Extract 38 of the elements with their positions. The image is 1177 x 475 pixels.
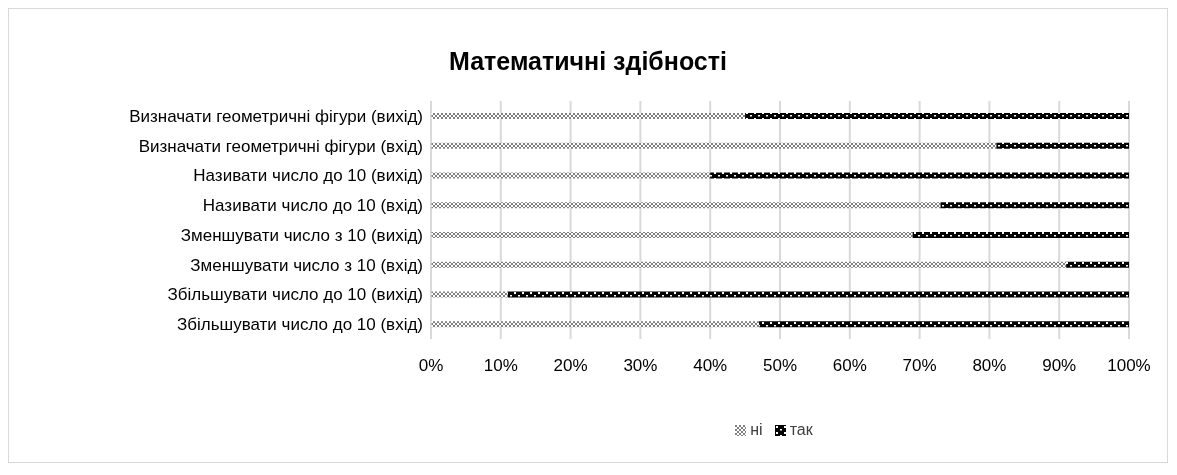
y-tick-label: Називати число до 10 (вхід): [202, 196, 423, 216]
bar: [431, 321, 760, 328]
bar: [759, 321, 1129, 328]
bar: [431, 172, 711, 179]
bar: [940, 202, 1129, 209]
x-tick-label: 90%: [1042, 356, 1077, 376]
legend-label: так: [788, 421, 813, 439]
y-tick-label: Називати число до 10 (вихід): [193, 166, 423, 186]
bar: [431, 291, 508, 298]
x-tick-label: 50%: [762, 356, 798, 376]
x-tick-label: 20%: [553, 356, 588, 376]
bar: [912, 231, 1129, 238]
chart-title: Математичні здібності: [448, 47, 728, 76]
bar: [431, 112, 746, 119]
x-tick-label: 60%: [832, 356, 867, 376]
x-tick-label: 30%: [623, 356, 658, 376]
x-tick-label: 40%: [693, 356, 728, 376]
x-tick-label: 70%: [902, 356, 937, 376]
bar: [745, 112, 1129, 119]
legend-label: ні: [749, 421, 763, 439]
bar: [431, 231, 913, 238]
y-tick-label: Визначати геометричні фігури (вхід): [138, 136, 423, 156]
y-tick-label: Збільшувати число до 10 (вхід): [176, 315, 423, 335]
y-tick-label: Зменшувати число з 10 (вихід): [180, 225, 423, 245]
y-tick-label: Визначати геометричні фігури (вихід): [129, 106, 423, 126]
y-tick-label: Збільшувати число до 10 (вихід): [167, 285, 423, 305]
x-tick-label: 80%: [972, 356, 1007, 376]
x-tick-label: 10%: [483, 356, 518, 376]
bar: [996, 142, 1129, 149]
bar: [507, 291, 1129, 298]
y-tick-label: Зменшувати число з 10 (вхід): [190, 255, 423, 275]
bar: [431, 142, 997, 149]
x-tick-label: 100%: [1107, 356, 1151, 376]
bar: [1066, 261, 1129, 268]
bar: [710, 172, 1129, 179]
bar: [431, 202, 941, 209]
x-tick-label: 0%: [418, 356, 444, 376]
bar: [431, 261, 1067, 268]
